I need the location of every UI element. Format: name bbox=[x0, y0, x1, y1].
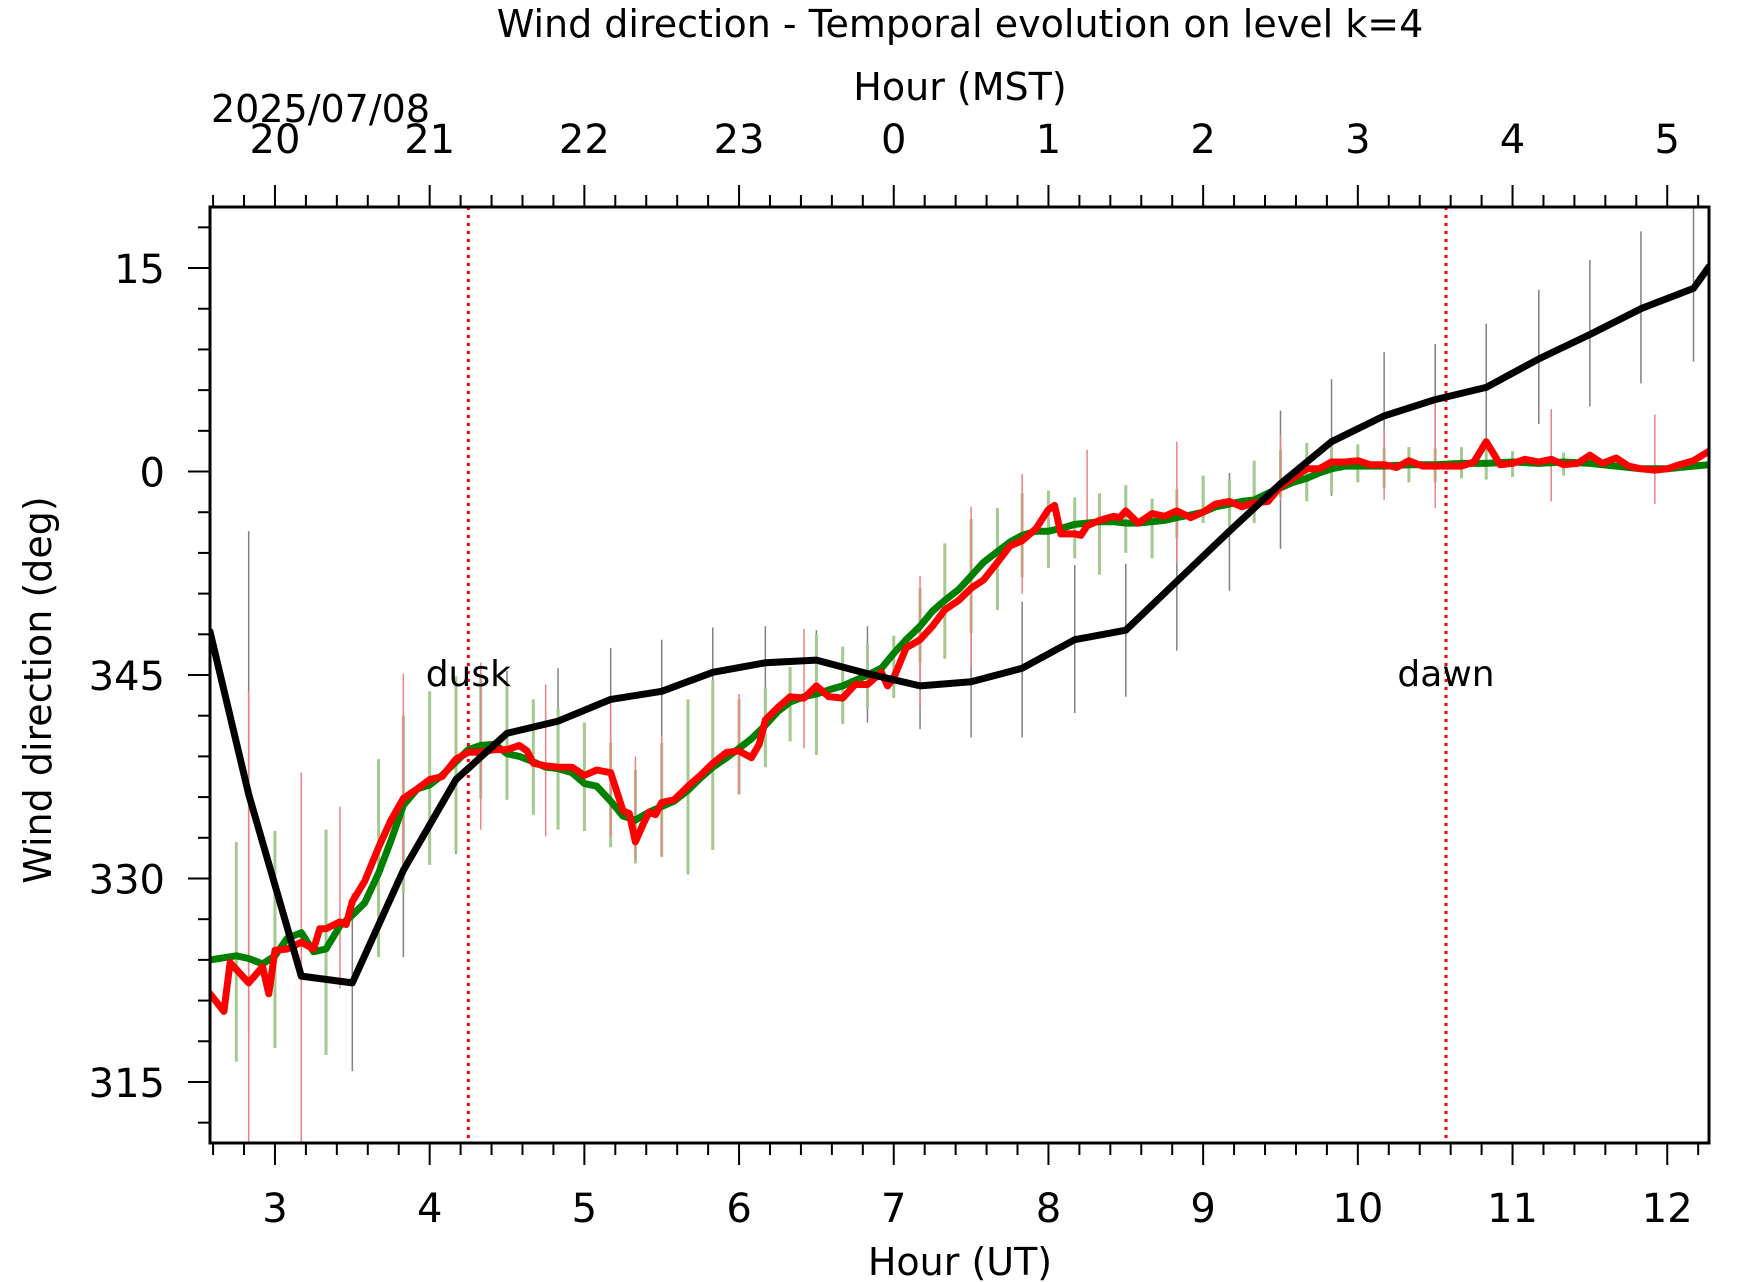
x-tick-label: 12 bbox=[1642, 1186, 1693, 1232]
dusk-label: dusk bbox=[426, 654, 511, 695]
x-tick-label: 4 bbox=[417, 1186, 442, 1232]
y-axis-label: Wind direction (deg) bbox=[16, 496, 60, 883]
y-tick-label: 315 bbox=[89, 1061, 165, 1107]
y-tick-label: 345 bbox=[89, 654, 165, 700]
series-line bbox=[210, 438, 1709, 1015]
x2-tick-label: 5 bbox=[1655, 117, 1680, 163]
y-tick-label: 15 bbox=[114, 247, 165, 293]
x-tick-label: 8 bbox=[1036, 1186, 1061, 1232]
series-lines bbox=[210, 263, 1709, 1015]
x-tick-label: 10 bbox=[1332, 1186, 1383, 1232]
x-tick-label: 6 bbox=[726, 1186, 751, 1232]
x2-tick-label: 2 bbox=[1190, 117, 1215, 163]
x-tick-label: 3 bbox=[262, 1186, 287, 1232]
top-axis-label: Hour (MST) bbox=[853, 65, 1066, 109]
x-tick-label: 9 bbox=[1190, 1186, 1215, 1232]
x2-tick-label: 22 bbox=[559, 117, 610, 163]
chart-title: Wind direction - Temporal evolution on l… bbox=[497, 2, 1424, 46]
y-tick-label: 0 bbox=[140, 451, 165, 497]
x2-tick-label: 4 bbox=[1500, 117, 1525, 163]
dawn-label: dawn bbox=[1397, 654, 1494, 695]
x2-tick-label: 21 bbox=[404, 117, 455, 163]
x-axis-label: Hour (UT) bbox=[868, 1240, 1052, 1282]
x2-tick-label: 20 bbox=[250, 117, 301, 163]
x-tick-label: 5 bbox=[572, 1186, 597, 1232]
x2-tick-label: 1 bbox=[1036, 117, 1061, 163]
date-label: 2025/07/08 bbox=[211, 87, 430, 131]
x2-tick-label: 0 bbox=[881, 117, 906, 163]
x2-tick-label: 23 bbox=[714, 117, 765, 163]
x-tick-label: 11 bbox=[1487, 1186, 1538, 1232]
y-tick-label: 330 bbox=[89, 857, 165, 903]
series-line bbox=[210, 263, 1709, 987]
x2-tick-label: 3 bbox=[1345, 117, 1370, 163]
x-tick-label: 7 bbox=[881, 1186, 906, 1232]
